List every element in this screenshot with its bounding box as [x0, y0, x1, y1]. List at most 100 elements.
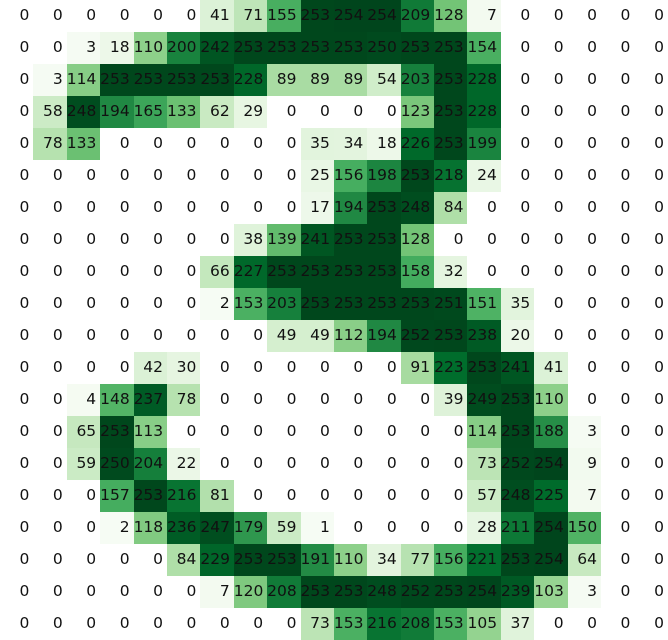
heatmap-cell: 0: [200, 320, 234, 352]
heatmap-cell: 78: [166, 384, 201, 416]
heatmap-cell: 0: [400, 480, 435, 512]
heatmap-cell: 0: [0, 448, 34, 480]
heatmap-cell: 0: [267, 192, 301, 224]
heatmap-cell: 253: [333, 224, 368, 256]
heatmap-cell: 208: [400, 608, 435, 640]
heatmap-cell: 0: [567, 608, 602, 640]
heatmap-cell: 25: [300, 160, 334, 192]
heatmap-cell: 253: [434, 96, 468, 128]
heatmap-cell: 249: [467, 384, 501, 416]
heatmap-cell: 7: [200, 576, 234, 608]
heatmap-cell: 241: [500, 352, 535, 384]
heatmap-cell: 0: [367, 512, 401, 544]
heatmap-cell: 0: [66, 288, 101, 320]
heatmap-cell: 0: [233, 416, 268, 448]
heatmap-cell: 0: [233, 128, 268, 160]
heatmap-cell: 103: [534, 576, 568, 608]
heatmap-cell: 0: [534, 608, 568, 640]
heatmap-cell: 158: [400, 256, 435, 288]
heatmap-cell: 37: [500, 608, 535, 640]
heatmap-cell: 254: [534, 544, 568, 576]
heatmap-cell: 0: [634, 480, 668, 512]
heatmap-cell: 35: [500, 288, 535, 320]
heatmap-cell: 156: [333, 160, 368, 192]
heatmap-cell: 0: [233, 608, 268, 640]
heatmap-cell: 216: [166, 480, 201, 512]
heatmap-cell: 0: [601, 320, 635, 352]
heatmap-cell: 253: [500, 384, 535, 416]
heatmap-cell: 66: [200, 256, 234, 288]
heatmap-cell: 0: [133, 288, 167, 320]
heatmap-cell: 0: [33, 160, 67, 192]
heatmap-cell: 254: [534, 512, 568, 544]
heatmap-cell: 4: [66, 384, 101, 416]
heatmap-cell: 253: [267, 256, 301, 288]
heatmap-cell: 216: [367, 608, 401, 640]
heatmap-cell: 0: [0, 96, 34, 128]
heatmap-cell: 0: [233, 448, 268, 480]
heatmap-cell: 253: [100, 416, 134, 448]
heatmap-cell: 0: [33, 192, 67, 224]
heatmap-cell: 0: [500, 0, 535, 32]
heatmap-cell: 0: [300, 384, 334, 416]
heatmap-cell: 22: [166, 448, 201, 480]
heatmap-cell: 0: [200, 352, 234, 384]
heatmap-row: 0 0 4 148 237 78 0 0 0 0 0 0 0 39 249 253 110 0 0 0: [0, 384, 668, 416]
heatmap-cell: 0: [166, 256, 201, 288]
heatmap-cell: 156: [434, 544, 468, 576]
heatmap-row: 0 0 0 0 0 0 66 227 253 253 253 253 158 32 0 0 0 0 0 0: [0, 256, 668, 288]
heatmap-cell: 0: [267, 128, 301, 160]
heatmap-cell: 253: [300, 256, 334, 288]
heatmap-cell: 0: [0, 0, 34, 32]
heatmap-cell: 150: [567, 512, 602, 544]
heatmap-cell: 242: [200, 32, 234, 64]
heatmap-cell: 105: [467, 608, 501, 640]
heatmap-cell: 139: [267, 224, 301, 256]
heatmap-cell: 0: [601, 64, 635, 96]
heatmap-cell: 0: [133, 160, 167, 192]
heatmap-cell: 0: [534, 256, 568, 288]
heatmap-cell: 58: [33, 96, 67, 128]
heatmap-cell: 78: [33, 128, 67, 160]
heatmap-cell: 248: [367, 576, 401, 608]
heatmap-row: 0 0 0 0 0 0 0 0 49 49 112 194 252 253 238 20 0 0 0 0: [0, 320, 668, 352]
heatmap-cell: 0: [333, 448, 368, 480]
heatmap-cell: 0: [534, 224, 568, 256]
heatmap-cell: 133: [166, 96, 201, 128]
heatmap-cell: 0: [333, 512, 368, 544]
heatmap-row: 0 0 0 2 118 236 247 179 59 1 0 0 0 0 28 211 254 150 0 0: [0, 512, 668, 544]
heatmap-cell: 0: [367, 448, 401, 480]
heatmap-cell: 0: [133, 544, 167, 576]
heatmap-cell: 218: [434, 160, 468, 192]
heatmap-cell: 0: [0, 64, 34, 96]
heatmap-cell: 65: [66, 416, 101, 448]
heatmap-cell: 253: [500, 416, 535, 448]
heatmap-cell: 253: [100, 64, 134, 96]
heatmap-cell: 0: [33, 416, 67, 448]
heatmap-cell: 0: [100, 0, 134, 32]
heatmap-cell: 0: [0, 576, 34, 608]
heatmap-cell: 228: [233, 64, 268, 96]
heatmap-cell: 253: [367, 192, 401, 224]
heatmap-row: 0 0 0 157 253 216 81 0 0 0 0 0 0 0 57 248 225 7 0 0: [0, 480, 668, 512]
heatmap-cell: 0: [601, 512, 635, 544]
heatmap-cell: 0: [601, 544, 635, 576]
heatmap-cell: 155: [267, 0, 301, 32]
heatmap-cell: 29: [233, 96, 268, 128]
heatmap-cell: 0: [500, 192, 535, 224]
heatmap-cell: 0: [66, 544, 101, 576]
heatmap-row: 0 0 0 0 0 0 0 0 0 17 194 253 248 84 0 0 0 0 0 0: [0, 192, 668, 224]
heatmap-cell: 77: [400, 544, 435, 576]
heatmap-cell: 253: [333, 288, 368, 320]
heatmap-cell: 0: [567, 160, 602, 192]
heatmap-cell: 0: [66, 160, 101, 192]
heatmap-row: 0 0 65 253 113 0 0 0 0 0 0 0 0 0 114 253 188 3 0 0: [0, 416, 668, 448]
heatmap-cell: 0: [33, 480, 67, 512]
heatmap-cell: 254: [534, 448, 568, 480]
heatmap-cell: 0: [567, 96, 602, 128]
heatmap-cell: 0: [534, 128, 568, 160]
heatmap-cell: 248: [500, 480, 535, 512]
heatmap-cell: 239: [500, 576, 535, 608]
heatmap-cell: 221: [467, 544, 501, 576]
heatmap-cell: 253: [367, 288, 401, 320]
